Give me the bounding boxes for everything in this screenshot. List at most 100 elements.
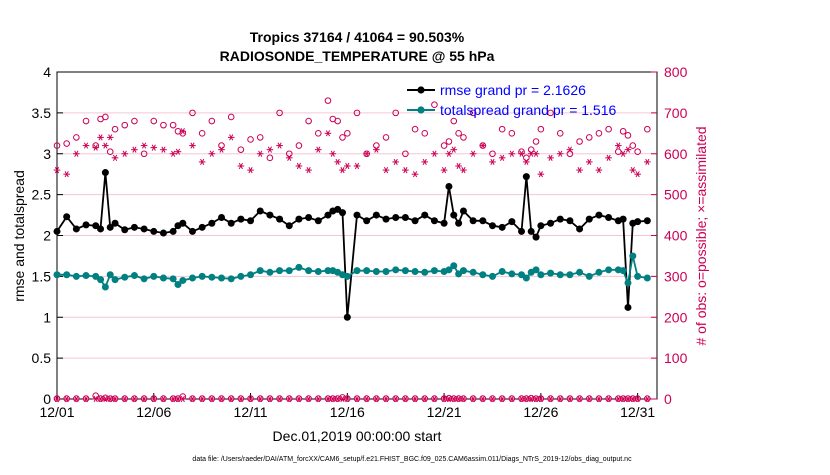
rmse-point <box>130 223 138 231</box>
rmse-point <box>106 223 114 231</box>
obs-assimilated-point <box>585 158 593 166</box>
rmse-point <box>101 169 109 177</box>
obs-assimilated-point <box>605 395 612 403</box>
obs-assimilated-point <box>644 395 651 403</box>
totalspread-point <box>237 272 245 280</box>
obs-possible-point <box>455 130 462 137</box>
asterisk-stroke <box>209 395 214 403</box>
asterisk-stroke <box>316 395 321 403</box>
totalspread-point <box>97 276 105 284</box>
asterisk-stroke <box>335 395 340 403</box>
obs-assimilated-point <box>498 395 506 403</box>
asterisk-stroke <box>471 395 476 403</box>
obs-assimilated-point <box>179 395 187 403</box>
rmse-point <box>256 207 264 215</box>
obs-assimilated-point <box>295 395 303 403</box>
totalspread-point <box>522 274 530 282</box>
asterisk-stroke <box>180 128 185 135</box>
asterisk-stroke <box>209 150 214 157</box>
rmse-point <box>595 211 603 219</box>
totalspread-point <box>174 281 182 289</box>
totalspread-point <box>63 271 71 279</box>
obs-assimilated-point <box>421 158 429 166</box>
asterisk-stroke <box>432 395 437 403</box>
obs-possible-point <box>131 117 138 125</box>
obs-possible-point <box>160 121 167 129</box>
x-tick-label: 12/16 <box>330 404 365 420</box>
asterisk-stroke <box>229 134 234 141</box>
rmse-point <box>450 211 458 219</box>
obs-assimilated-point <box>421 395 429 403</box>
asterisk-stroke <box>524 395 529 403</box>
y-tick-label: 3 <box>43 146 51 162</box>
asterisk-stroke <box>451 146 456 153</box>
obs-assimilated-point <box>256 150 264 157</box>
asterisk-stroke <box>325 130 331 137</box>
legend-rmse-marker <box>417 86 425 94</box>
obs-assimilated-point <box>285 154 293 161</box>
rmse-point <box>353 211 361 219</box>
obs-possible-point <box>102 394 109 402</box>
asterisk-stroke <box>412 395 418 403</box>
chart-title-line2: RADIOSONDE_TEMPERATURE @ 55 hPa <box>220 48 495 64</box>
rmse-point <box>63 213 71 221</box>
obs-assimilated-point <box>160 395 167 403</box>
rmse-point <box>585 215 593 223</box>
x-tick-label: 12/26 <box>523 404 558 420</box>
rmse-point <box>237 215 245 223</box>
obs-assimilated-point <box>445 150 453 157</box>
obs-assimilated-point <box>102 142 109 149</box>
asterisk-stroke <box>112 154 118 161</box>
obs-possible-point <box>121 121 129 129</box>
asterisk-stroke <box>248 166 253 174</box>
y-tick-label: 4 <box>43 64 51 80</box>
totalspread-point <box>169 275 177 283</box>
obs-possible-point <box>314 130 322 137</box>
asterisk-stroke <box>132 146 137 153</box>
totalspread-point <box>411 267 419 275</box>
obs-possible-point <box>339 394 346 401</box>
totalspread-point <box>547 269 555 277</box>
asterisk-stroke <box>229 395 234 403</box>
asterisk-stroke <box>480 142 485 149</box>
totalspread-point <box>508 270 516 278</box>
asterisk-stroke <box>645 395 650 403</box>
totalspread-point <box>247 271 255 279</box>
data-marks <box>53 97 651 403</box>
obs-assimilated-point <box>63 171 70 178</box>
rmse-point <box>576 225 584 233</box>
totalspread-point <box>130 272 138 280</box>
asterisk-stroke <box>74 150 79 157</box>
asterisk-stroke <box>480 395 485 403</box>
rmse-point <box>363 217 371 225</box>
asterisk-stroke <box>306 395 311 403</box>
totalspread-point <box>576 268 584 276</box>
asterisk-stroke <box>238 162 243 170</box>
rmse-point <box>401 214 409 222</box>
obs-assimilated-point <box>614 142 622 149</box>
x-tick-label: 12/21 <box>427 404 462 420</box>
totalspread-point <box>498 267 506 275</box>
obs-assimilated-point <box>73 150 80 157</box>
obs-possible-point <box>450 117 458 125</box>
asterisk-stroke <box>490 395 495 403</box>
asterisk-stroke <box>374 395 379 403</box>
rmse-point <box>455 219 463 227</box>
asterisk-stroke <box>219 146 224 153</box>
asterisk-stroke <box>412 171 418 178</box>
asterisk-stroke <box>548 154 553 161</box>
rmse-point <box>188 227 196 235</box>
obs-possible-point <box>276 109 283 117</box>
x-tick-label: 12/01 <box>39 404 74 420</box>
asterisk-stroke <box>461 395 466 403</box>
obs-possible-point <box>266 154 274 162</box>
obs-possible-point <box>629 142 637 149</box>
asterisk-stroke <box>74 395 79 403</box>
obs-assimilated-point <box>556 395 564 403</box>
asterisk-stroke <box>83 395 89 403</box>
rmse-point <box>111 219 119 227</box>
obs-assimilated-point <box>305 395 312 403</box>
asterisk-stroke <box>267 395 272 403</box>
asterisk-stroke <box>161 395 166 403</box>
obs-possible-point <box>614 148 622 156</box>
